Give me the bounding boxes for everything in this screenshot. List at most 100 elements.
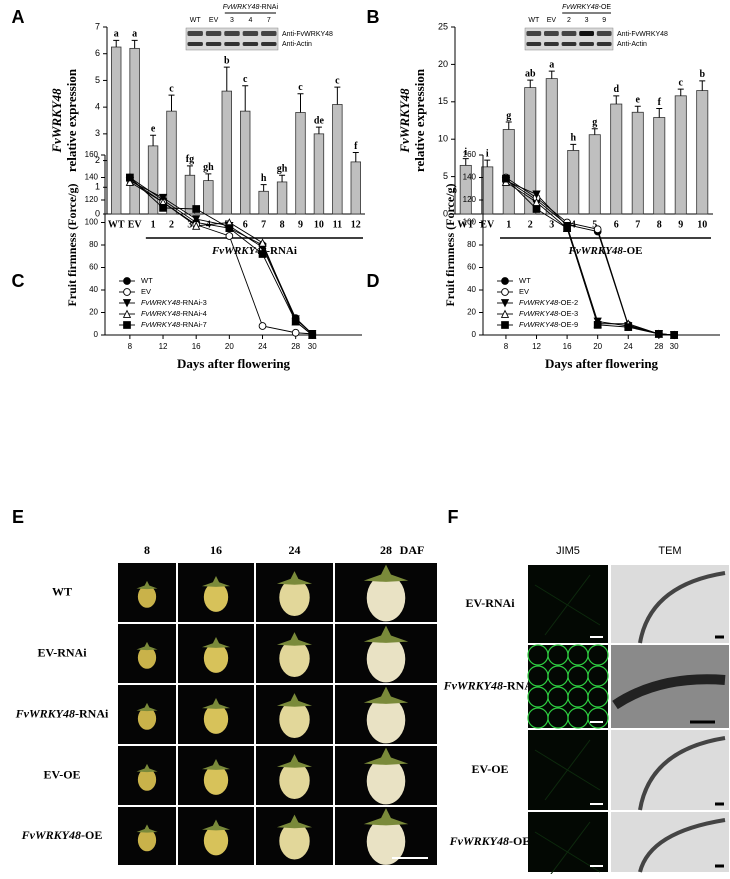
- significance-letter: d: [613, 84, 619, 95]
- legend-label: FvWRKY48-OE-3: [519, 309, 578, 318]
- blot-band: [596, 31, 612, 36]
- sepals: [276, 571, 313, 585]
- x-tick-label: 8: [504, 342, 509, 351]
- x-tick-label: 16: [563, 342, 572, 351]
- y-axis-label: FvWRKY48relative expression: [397, 68, 427, 172]
- marker: [593, 225, 602, 234]
- significance-letter: c: [298, 82, 303, 93]
- y-tick-label: 0: [472, 330, 477, 339]
- panel-label: A: [12, 7, 25, 27]
- marker: [291, 317, 300, 326]
- x-tick-label: 1: [506, 219, 511, 230]
- blot-band: [205, 42, 222, 46]
- x-tick-label: 10: [697, 219, 707, 230]
- x-tick-label: 16: [192, 342, 201, 351]
- y-tick-label: 40: [89, 285, 98, 294]
- x-tick-label: 6: [614, 219, 619, 230]
- bar: [610, 103, 623, 215]
- legend-label: EV: [519, 287, 529, 296]
- y-tick-label: 140: [463, 173, 477, 182]
- significance-letter: c: [243, 74, 248, 85]
- legend-marker: [122, 309, 132, 318]
- x-tick-label: 20: [225, 342, 234, 351]
- bar: [631, 111, 644, 215]
- bar: [111, 46, 122, 215]
- sepals: [363, 686, 409, 704]
- sepals: [136, 580, 158, 590]
- x-tick-label: 12: [159, 342, 168, 351]
- error-bar: [613, 95, 620, 105]
- significance-letter: gh: [203, 162, 214, 173]
- bar: [203, 180, 214, 215]
- error-bar: [352, 152, 359, 162]
- fruit: [203, 704, 229, 734]
- x-tick-label: 10: [314, 219, 324, 230]
- marker: [225, 232, 234, 240]
- lane-label: 3: [585, 17, 589, 24]
- significance-letter: ab: [525, 68, 536, 79]
- fruit: [137, 768, 157, 791]
- error-bar: [634, 105, 641, 113]
- sepals: [363, 564, 409, 582]
- panel-label: C: [12, 271, 25, 291]
- sepals: [136, 824, 158, 833]
- sepals: [276, 693, 313, 707]
- blot-band: [561, 31, 577, 36]
- x-tick-label: 8: [280, 219, 285, 230]
- significance-letter: f: [658, 97, 662, 108]
- error-bar: [462, 158, 469, 166]
- row-label: FvWRKY48-OE: [449, 834, 531, 848]
- error-bar: [242, 85, 249, 112]
- inset-group-label: FvWRKY48-RNAi: [223, 4, 279, 11]
- x-tick-label: 24: [624, 342, 633, 351]
- bar: [332, 104, 343, 215]
- error-bar: [315, 126, 322, 134]
- significance-letter: e: [636, 95, 641, 106]
- fruit: [137, 829, 157, 852]
- blot-band: [526, 42, 542, 46]
- error-bar: [527, 79, 534, 88]
- sepals: [363, 808, 409, 826]
- sepals: [201, 637, 231, 648]
- significance-letter: de: [314, 115, 325, 126]
- error-bar: [186, 165, 193, 176]
- x-tick-label: 7: [635, 219, 640, 230]
- marker: [654, 330, 663, 338]
- error-bar: [677, 88, 684, 96]
- fruit: [203, 643, 229, 673]
- blot-row-label: Anti-Actin: [617, 41, 647, 48]
- x-tick-label: 30: [670, 342, 679, 351]
- tem-wall: [612, 674, 726, 710]
- sepals: [201, 819, 231, 831]
- marker: [624, 323, 633, 331]
- x-tick-label: 7: [261, 219, 266, 230]
- sepals: [201, 576, 231, 587]
- x-tick-label: 9: [678, 219, 683, 230]
- legend-label: FvWRKY48-RNAi-7: [141, 320, 207, 329]
- row-label: FvWRKY48-RNAi: [443, 678, 537, 692]
- unit-label: DAF: [400, 543, 425, 557]
- marker: [502, 174, 510, 183]
- blot-band: [261, 31, 277, 36]
- fruit: [279, 822, 310, 860]
- y-tick-label: 120: [85, 195, 99, 204]
- legend-label: WT: [519, 276, 531, 285]
- y-tick-label: 15: [438, 96, 448, 106]
- x-tick-label: WT: [457, 219, 474, 230]
- marker: [563, 224, 571, 232]
- x-tick-label: 20: [593, 342, 602, 351]
- marker: [593, 321, 602, 329]
- bar: [221, 90, 232, 215]
- bar: [567, 150, 580, 215]
- jim5-faint: [534, 821, 601, 879]
- y-tick-label: 5: [443, 171, 448, 181]
- group-label: FvWRKY48-OE: [568, 245, 643, 257]
- significance-letter: a: [549, 59, 554, 70]
- y-axis-label: Fruit firmness (Force/g): [65, 183, 79, 306]
- blot-band: [224, 31, 240, 36]
- y-tick-label: 80: [467, 240, 476, 249]
- blot-row-label: Anti-FvWRKY48: [282, 31, 333, 38]
- row-label: EV-OE: [43, 767, 80, 781]
- error-bar: [113, 39, 120, 48]
